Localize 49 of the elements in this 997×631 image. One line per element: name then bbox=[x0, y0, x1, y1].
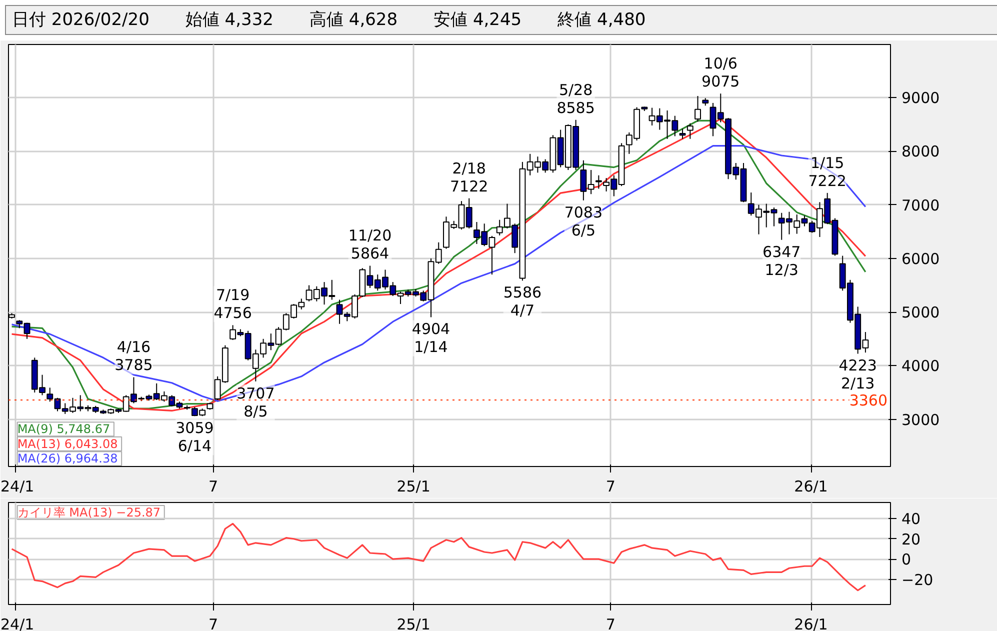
x-tick-label: 7 bbox=[606, 616, 616, 631]
candlestick bbox=[686, 122, 694, 140]
annotation: 1/15 7222 bbox=[808, 154, 846, 190]
annotation: 4/16 3785 bbox=[114, 338, 153, 374]
ref-line-label: 3360 bbox=[849, 392, 888, 410]
annotation: 7/19 4756 bbox=[214, 286, 252, 322]
annotation: 6347 12/3 bbox=[762, 242, 801, 279]
x-tick-label: 25/1 bbox=[396, 478, 430, 496]
x-tick-label: 24/1 bbox=[0, 616, 34, 631]
y-tick-label: 6000 bbox=[902, 250, 940, 268]
y-tick-label: 40 bbox=[902, 510, 921, 528]
candlestick bbox=[679, 128, 686, 140]
chart-title: 日付 2026/02/20 bbox=[12, 10, 150, 30]
y-tick-label: −20 bbox=[902, 570, 934, 589]
x-tick-label: 26/1 bbox=[794, 478, 828, 496]
text: MA(26) 6,964.38 bbox=[17, 452, 118, 466]
x-tick-label: 7 bbox=[208, 616, 218, 631]
annotation: 10/6 9075 bbox=[702, 54, 740, 91]
x-tick-label: 26/1 bbox=[794, 616, 828, 631]
y-tick-label: 8000 bbox=[902, 142, 940, 161]
annotation: 2/18 7122 bbox=[450, 159, 488, 196]
annotation: 5586 4/7 bbox=[503, 284, 542, 320]
annotation: 5/28 8585 bbox=[556, 80, 595, 117]
y-tick-label: 4000 bbox=[902, 357, 940, 376]
y-tick-label: 5000 bbox=[902, 304, 940, 322]
annotation: 4904 1/14 bbox=[412, 320, 450, 356]
text: カイリ率 MA(13) −25.87 bbox=[17, 506, 161, 520]
y-tick-label: 0 bbox=[902, 550, 912, 569]
x-tick-label: 7 bbox=[606, 478, 616, 496]
annotation: 3059 6/14 bbox=[176, 419, 214, 456]
y-tick-label: 9000 bbox=[902, 89, 940, 108]
annotation: 3707 8/5 bbox=[236, 384, 275, 420]
y-tick-label: 7000 bbox=[902, 196, 940, 214]
candlestick bbox=[694, 95, 701, 122]
x-tick-label: 24/1 bbox=[0, 478, 34, 496]
annotation: 7083 6/5 bbox=[564, 203, 603, 240]
y-tick-label: 20 bbox=[902, 530, 921, 548]
text: 終値 4,480 bbox=[558, 10, 646, 30]
line-series bbox=[10, 522, 866, 592]
text: MA(13) 6,043.08 bbox=[17, 436, 118, 451]
series-label: MA(9) 5,748.67 bbox=[17, 422, 110, 436]
annotation: 11/20 5864 bbox=[348, 226, 392, 263]
x-tick-label: 7 bbox=[208, 478, 218, 496]
text: 高値 4,628 bbox=[309, 10, 398, 30]
text: 始値 4,332 bbox=[185, 10, 274, 30]
y-tick-label: 3000 bbox=[902, 410, 940, 429]
annotation: 4223 2/13 bbox=[838, 356, 877, 393]
x-tick-label: 25/1 bbox=[396, 616, 430, 631]
text: 安値 4,245 bbox=[434, 10, 522, 30]
